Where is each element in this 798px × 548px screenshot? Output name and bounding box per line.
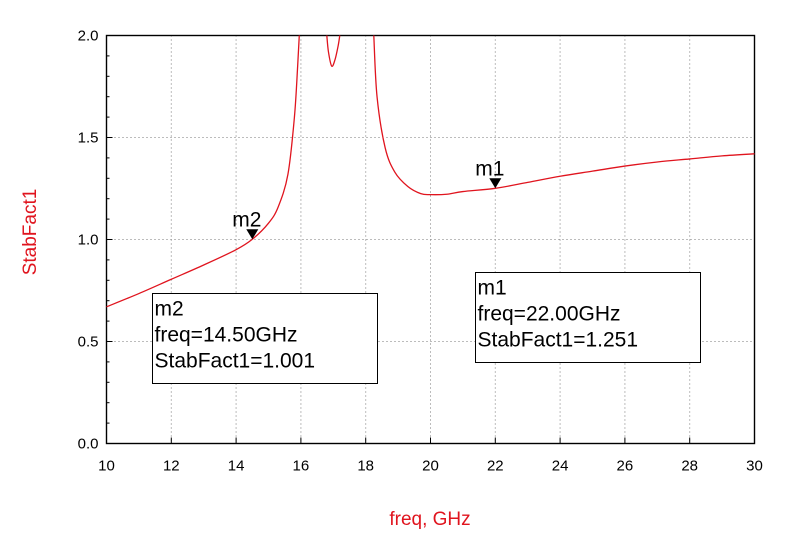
x-tick-label: 26: [617, 458, 634, 475]
y-tick-label: 0.5: [78, 334, 99, 351]
x-tick-label: 28: [681, 458, 698, 475]
marker-m1-label: m1: [475, 157, 504, 180]
curve-segment: [326, 35, 341, 68]
x-tick-label: 18: [357, 458, 374, 475]
y-tick-label: 2.0: [78, 28, 99, 45]
readout-box-m1: m1 freq=22.00GHz StabFact1=1.251: [475, 272, 701, 363]
x-tick-label: 12: [163, 458, 180, 475]
readout-box-m2: m2 freq=14.50GHz StabFact1=1.001: [152, 293, 378, 384]
x-axis-label: freq, GHz: [389, 509, 470, 530]
x-tick-label: 16: [293, 458, 310, 475]
y-axis-label: StabFact1: [20, 189, 41, 276]
marker-m2-label: m2: [232, 208, 261, 231]
plot-frame: [105, 34, 756, 445]
x-tick-label: 22: [487, 458, 504, 475]
readout-line: freq=14.50GHz: [155, 324, 298, 347]
readout-line: m1: [478, 277, 507, 300]
x-tick-label: 20: [422, 458, 439, 475]
marker-m2-triangle: [246, 229, 259, 240]
curve-segment: [106, 35, 300, 308]
x-tick-label: 10: [98, 458, 115, 475]
markers: m1 m2: [232, 157, 504, 240]
y-tick-label: 1.5: [78, 130, 99, 147]
readout-line: StabFact1=1.251: [478, 329, 639, 352]
readout-box-frame: [152, 293, 378, 384]
curve-segment: [373, 35, 755, 196]
readout-box-frame: [475, 272, 701, 363]
x-tick-label: 14: [228, 458, 245, 475]
y-tick-labels: 0.0 0.5 1.0 1.5 2.0: [78, 28, 99, 453]
readout-line: m2: [155, 298, 184, 321]
x-tick-label: 24: [552, 458, 569, 475]
x-tick-labels: 10 12 14 16 18 20 22 24 26 28 30: [98, 458, 763, 475]
y-tick-label: 0.0: [78, 436, 99, 453]
stabfact1-curve: [106, 35, 755, 308]
x-tick-label: 30: [746, 458, 763, 475]
readout-line: freq=22.00GHz: [478, 303, 621, 326]
marker-readouts: m1 freq=22.00GHz StabFact1=1.251 m2 freq=14.…: [152, 272, 701, 384]
marker-m1-triangle: [489, 178, 502, 189]
readout-line: StabFact1=1.001: [155, 350, 316, 373]
y-tick-label: 1.0: [78, 232, 99, 249]
